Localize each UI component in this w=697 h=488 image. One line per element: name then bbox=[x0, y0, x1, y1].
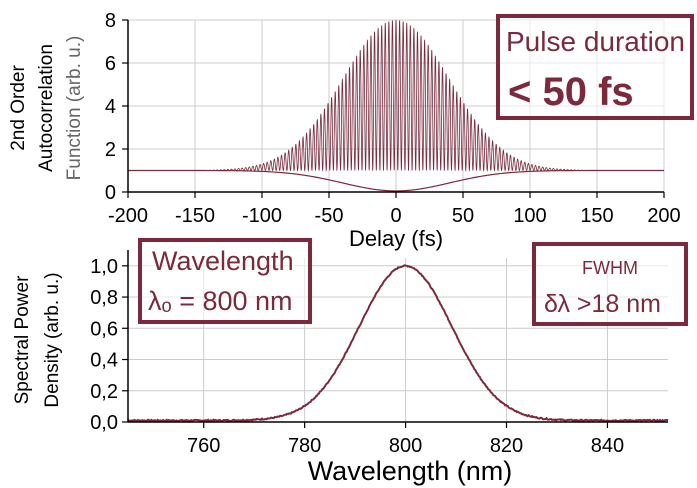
wavelength-title: Wavelength bbox=[152, 246, 294, 276]
bottom-y-tick-label: 0,6 bbox=[90, 318, 118, 340]
top-axes: -200 -150 -100 -50 0 50 100 150 200 0 2 4 6 8 bbox=[105, 10, 681, 227]
bottom-x-tick-label: 840 bbox=[591, 435, 624, 457]
autocorrelation-trace bbox=[128, 19, 664, 173]
top-x-axis-label: Delay (fs) bbox=[349, 226, 443, 251]
bottom-x-tick-label: 800 bbox=[389, 435, 422, 457]
top-x-tick-label: -200 bbox=[108, 205, 148, 227]
bottom-axes: 760 780 800 820 840 0,0 0,2 0,4 0,6 0,8 1,0 bbox=[90, 250, 668, 457]
bottom-x-axis-label: Wavelength (nm) bbox=[308, 456, 513, 486]
top-y-axis-label-line: Autocorrelation bbox=[36, 44, 57, 172]
spectrum-trace bbox=[127, 264, 669, 423]
wavelength-box: Wavelength λₒ = 800 nm bbox=[138, 238, 312, 324]
top-y-tick-label: 8 bbox=[105, 10, 116, 32]
spectrum-curve bbox=[127, 264, 669, 423]
bottom-y-tick-label: 0,8 bbox=[90, 287, 118, 309]
top-x-tick-label: 50 bbox=[452, 205, 474, 227]
bottom-x-tick-label: 820 bbox=[490, 435, 523, 457]
bottom-x-tick-label: 780 bbox=[288, 435, 321, 457]
top-x-tick-label: 0 bbox=[390, 205, 401, 227]
fwhm-box: FWHM δλ >18 nm bbox=[532, 242, 688, 326]
bottom-y-tick-label: 1,0 bbox=[90, 256, 118, 278]
top-x-tick-label: 200 bbox=[647, 205, 680, 227]
autocorrelation-curve bbox=[128, 19, 664, 192]
top-x-tick-label: -100 bbox=[242, 205, 282, 227]
axis-labels: Delay (fs) 2nd Order Autocorrelation Functi… bbox=[8, 36, 512, 486]
bottom-y-axis-label-line: Density (arb. u.) bbox=[42, 272, 63, 407]
autocorrelation-lower-envelope bbox=[128, 169, 664, 192]
top-y-axis-label-line: Function (arb. u.) bbox=[64, 36, 85, 181]
pulse-duration-value: < 50 fs bbox=[508, 70, 634, 114]
top-x-tick-label: 150 bbox=[580, 205, 613, 227]
fwhm-value: δλ >18 nm bbox=[544, 290, 661, 318]
wavelength-value: λₒ = 800 nm bbox=[148, 286, 293, 316]
bottom-x-tick-label: 760 bbox=[187, 435, 220, 457]
bottom-y-tick-label: 0,0 bbox=[90, 412, 118, 434]
top-y-tick-label: 4 bbox=[105, 96, 116, 118]
top-y-tick-label: 0 bbox=[105, 182, 116, 204]
pulse-duration-title: Pulse duration bbox=[506, 26, 686, 57]
bottom-y-axis-label-line: Spectral Power bbox=[12, 275, 33, 405]
top-y-tick-label: 6 bbox=[105, 53, 116, 75]
fwhm-title: FWHM bbox=[582, 258, 638, 278]
bottom-y-tick-label: 0,2 bbox=[90, 381, 118, 403]
top-x-tick-label: 100 bbox=[513, 205, 546, 227]
bottom-y-tick-label: 0,4 bbox=[90, 350, 118, 372]
top-y-tick-label: 2 bbox=[105, 139, 116, 161]
top-y-axis-label-line: 2nd Order bbox=[8, 65, 29, 151]
pulse-duration-box: Pulse duration < 50 fs bbox=[496, 14, 694, 120]
top-x-tick-label: -150 bbox=[175, 205, 215, 227]
top-x-tick-label: -50 bbox=[315, 205, 344, 227]
